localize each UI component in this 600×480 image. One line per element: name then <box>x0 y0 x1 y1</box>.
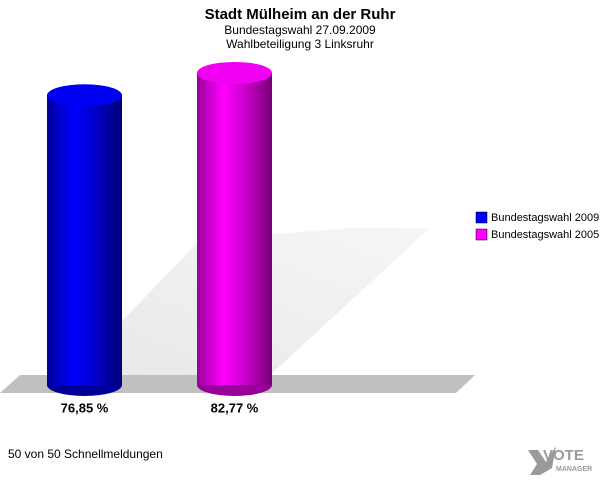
bar-top <box>47 84 122 107</box>
chart-title: Stadt Mülheim an der Ruhr <box>205 6 396 23</box>
chart-subtitle: Wahlbeteiligung 3 Linksruhr <box>226 37 374 51</box>
value-label: 82,77 % <box>211 400 259 415</box>
footer: 50 von 50 Schnellmeldungen <box>8 447 163 461</box>
logo-text: MANAGER <box>556 466 592 473</box>
bar <box>47 95 122 385</box>
legend-label: Bundestagswahl 2005 <box>491 229 599 241</box>
logo: VOTE MANAGER <box>528 446 592 475</box>
logo-icon <box>528 446 556 475</box>
value-label: 76,85 % <box>61 400 109 415</box>
bar <box>197 72 272 386</box>
logo-text: VOTE <box>543 447 584 464</box>
legend-swatch <box>475 211 488 224</box>
legend-label: Bundestagswahl 2009 <box>491 212 599 224</box>
bar-top <box>197 61 272 84</box>
chart-subtitle: Bundestagswahl 27.09.2009 <box>224 23 376 37</box>
legend-swatch <box>475 228 488 241</box>
